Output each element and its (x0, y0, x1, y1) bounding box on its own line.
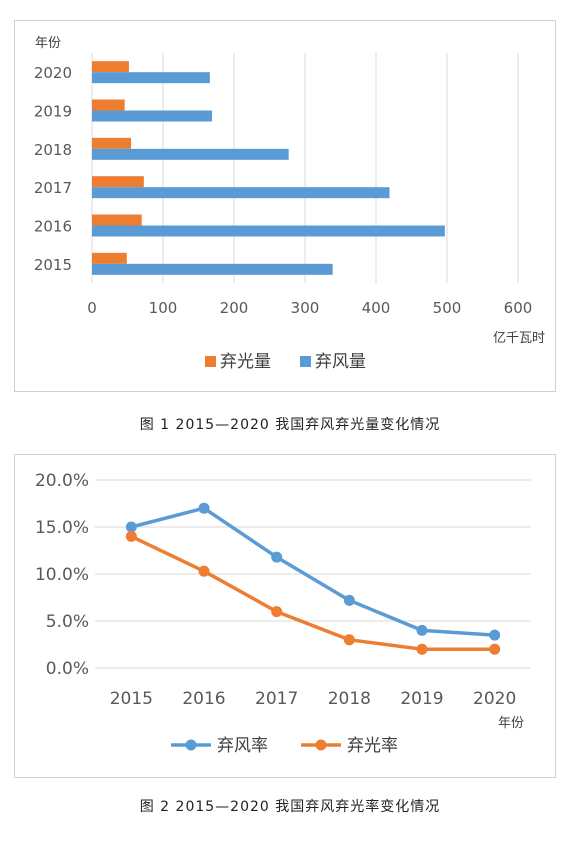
data-point-wind (125, 521, 137, 533)
x-tick-label: 2015 (110, 689, 153, 709)
bar-wind (92, 187, 390, 199)
x-tick-label: 2020 (473, 689, 516, 709)
legend-label: 弃风率 (217, 736, 268, 756)
legend-swatch (300, 356, 311, 367)
x-tick-label: 2018 (328, 689, 371, 709)
data-point-solar (198, 565, 210, 577)
bar-wind (92, 110, 212, 122)
legend-swatch (205, 356, 216, 367)
y-tick-label: 15.0% (35, 518, 89, 538)
data-point-solar (343, 634, 355, 646)
x-tick-label: 600 (504, 299, 533, 317)
x-tick-label: 100 (149, 299, 178, 317)
bar-solar (92, 214, 142, 226)
figure-1-caption: 图 1 2015—2020 我国弃风弃光量变化情况 (139, 417, 441, 433)
series-line-solar (130, 534, 495, 651)
y-tick-label: 2015 (34, 256, 72, 274)
x-tick-label: 400 (362, 299, 391, 317)
data-point-solar (416, 643, 428, 655)
data-point-wind (271, 551, 283, 563)
y-tick-label: 20.0% (35, 471, 89, 491)
line-chart: 0.0% 5.0% 10.0% 15.0% 20.0% 2015 2016 2017 2018 2… (35, 471, 531, 756)
y-tick-label: 2019 (34, 103, 72, 121)
bar-chart-panel: 0 100 200 300 400 500 600 2015 2016 2017 2018 2019 2… (14, 20, 556, 392)
bar-wind (92, 263, 333, 275)
bar-wind (92, 72, 210, 84)
bar-chart: 0 100 200 300 400 500 600 2015 2016 2017 2018 2019 2… (34, 36, 545, 372)
legend-label: 弃光率 (347, 736, 398, 756)
line-chart-panel: 0.0% 5.0% 10.0% 15.0% 20.0% 2015 2016 2017 2018 2… (14, 454, 556, 778)
legend-marker (315, 739, 327, 751)
legend-marker (185, 739, 197, 751)
x-axis-unit: 亿千瓦时 (493, 331, 545, 346)
bar-wind (92, 225, 445, 237)
figure-2-caption: 图 2 2015—2020 我国弃风弃光率变化情况 (139, 799, 441, 815)
data-point-wind (343, 594, 355, 606)
bar-solar (92, 61, 129, 73)
data-point-wind (198, 502, 210, 514)
y-tick-label: 2018 (34, 141, 72, 159)
y-tick-label: 2016 (34, 218, 72, 236)
legend-label: 弃光量 (220, 352, 271, 372)
x-tick-label: 300 (291, 299, 320, 317)
x-tick-label: 2017 (255, 689, 298, 709)
y-tick-label: 10.0% (35, 565, 89, 585)
data-point-solar (271, 606, 283, 618)
y-tick-label: 5.0% (46, 612, 89, 632)
bar-solar (92, 252, 127, 264)
x-tick-label: 500 (433, 299, 462, 317)
bar-wind (92, 148, 289, 160)
legend-label: 弃风量 (315, 352, 366, 372)
y-tick-label: 2017 (34, 179, 72, 197)
y-tick-label: 0.0% (46, 659, 89, 679)
x-axis-title: 年份 (498, 716, 524, 731)
y-axis-title: 年份 (35, 36, 61, 51)
x-tick-label: 2016 (182, 689, 225, 709)
data-point-solar (125, 530, 137, 542)
bar-solar (92, 99, 125, 111)
bar-solar (92, 176, 144, 188)
data-point-wind (489, 629, 501, 641)
x-tick-label: 2019 (400, 689, 443, 709)
y-tick-label: 2020 (34, 64, 72, 82)
data-point-solar (489, 643, 501, 655)
bar-solar (92, 137, 132, 149)
x-tick-label: 0 (87, 299, 97, 317)
series-line-wind (130, 506, 495, 637)
data-point-wind (416, 624, 428, 636)
x-tick-label: 200 (220, 299, 249, 317)
